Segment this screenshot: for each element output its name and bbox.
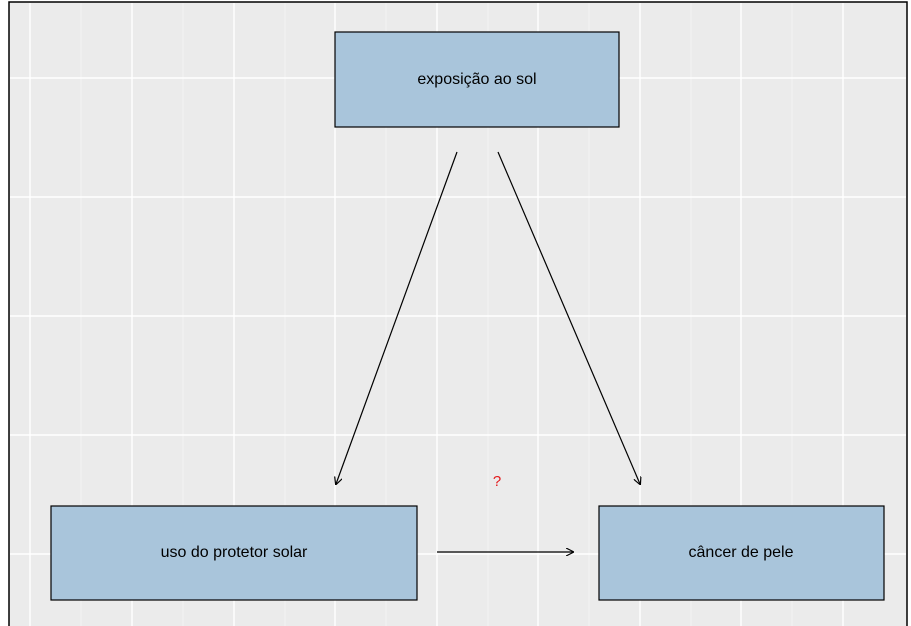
node-label: câncer de pele xyxy=(689,544,794,561)
node-label: exposição ao sol xyxy=(417,71,536,88)
annotation: ? xyxy=(493,473,501,490)
arrow xyxy=(497,151,640,484)
node-label: uso do protetor solar xyxy=(161,544,308,561)
arrow xyxy=(336,151,458,484)
node-box xyxy=(334,31,620,128)
node-box xyxy=(50,505,418,601)
node-box xyxy=(598,505,885,601)
